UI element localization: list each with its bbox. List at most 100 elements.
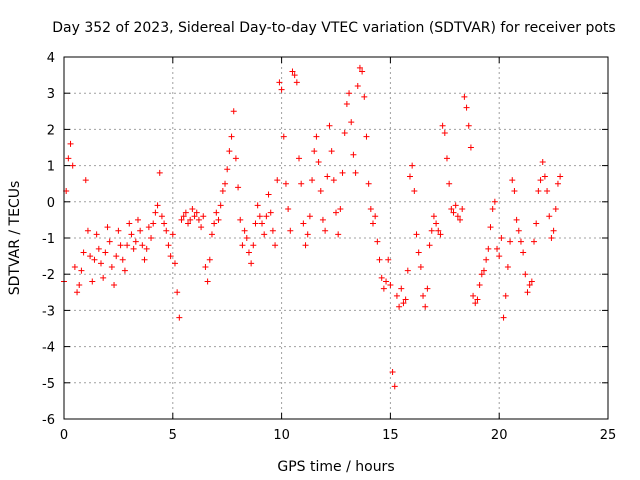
data-point [265, 191, 272, 198]
data-point [480, 267, 487, 274]
y-tick-label: 1 [47, 160, 55, 175]
data-point [489, 206, 496, 213]
data-point [378, 274, 385, 281]
data-point [180, 213, 187, 220]
data-point [185, 220, 192, 227]
data-point [219, 187, 226, 194]
data-point [452, 202, 459, 209]
data-point [141, 256, 148, 263]
data-point [163, 227, 170, 234]
data-point [206, 256, 213, 263]
data-point [315, 158, 322, 165]
data-point [404, 267, 411, 274]
y-tick-label: -4 [42, 341, 55, 356]
data-point [276, 79, 283, 86]
data-point [333, 209, 339, 216]
data-point [515, 227, 522, 234]
x-tick-label: 25 [600, 428, 617, 443]
data-point [287, 227, 294, 234]
data-point [224, 166, 231, 173]
data-point [504, 263, 511, 270]
data-point [161, 220, 168, 227]
data-point [97, 260, 104, 267]
data-point [433, 220, 440, 227]
data-point [298, 180, 305, 187]
data-point [417, 263, 424, 270]
data-point [169, 231, 176, 238]
data-point [95, 245, 102, 252]
data-point [557, 173, 564, 180]
data-point [396, 303, 403, 310]
data-point [319, 216, 326, 223]
data-point [241, 227, 248, 234]
y-tick-label: 2 [47, 123, 55, 138]
data-point [439, 122, 446, 129]
data-point [494, 245, 501, 252]
data-point [328, 148, 335, 155]
data-point [100, 274, 107, 281]
data-point [341, 130, 348, 137]
y-tick-label: -5 [42, 377, 55, 392]
data-point [278, 86, 285, 93]
data-point [121, 267, 128, 274]
data-point [259, 220, 266, 227]
data-point [533, 220, 540, 227]
data-point [235, 184, 242, 191]
data-point [352, 169, 359, 176]
y-tick-label: 4 [47, 51, 55, 66]
data-point [254, 202, 261, 209]
data-point [339, 169, 346, 176]
data-point [365, 180, 372, 187]
data-point [174, 289, 181, 296]
data-point [415, 249, 422, 256]
data-point [306, 213, 313, 220]
data-point [348, 119, 355, 126]
data-point [65, 155, 72, 162]
data-point [387, 282, 394, 289]
data-point [350, 151, 357, 158]
data-point [311, 148, 318, 155]
x-tick-label: 10 [273, 428, 290, 443]
data-point [106, 238, 113, 245]
data-point [250, 242, 257, 249]
data-point [76, 282, 83, 289]
data-point [502, 292, 509, 299]
data-point [552, 206, 559, 213]
data-point [428, 227, 435, 234]
data-point [485, 245, 492, 252]
data-point [398, 285, 405, 292]
data-point [215, 216, 222, 223]
data-point [406, 173, 413, 180]
data-point [531, 238, 538, 245]
data-point [517, 238, 524, 245]
data-point [454, 213, 461, 220]
y-tick-label: -6 [42, 413, 55, 428]
data-point [204, 278, 211, 285]
data-point [376, 256, 383, 263]
data-point [474, 296, 481, 303]
data-point [524, 289, 531, 296]
data-point [124, 242, 131, 249]
data-point [324, 173, 331, 180]
y-tick-label: 3 [47, 87, 55, 102]
data-point [537, 177, 544, 184]
y-axis-label: SDTVAR / TECUs [7, 181, 23, 296]
data-point [400, 300, 407, 307]
data-point [243, 235, 250, 241]
data-point [426, 242, 433, 249]
data-point [424, 285, 431, 292]
data-point [69, 162, 76, 169]
data-point [304, 231, 311, 238]
data-point [158, 213, 165, 220]
data-point [193, 209, 200, 216]
data-point [402, 296, 409, 303]
data-point [248, 260, 255, 267]
data-point [309, 177, 316, 184]
data-point [389, 368, 396, 375]
data-point [269, 227, 276, 234]
data-point [461, 93, 468, 100]
data-point [232, 155, 239, 162]
data-point [467, 144, 474, 151]
data-point [239, 242, 246, 249]
data-point [139, 242, 146, 249]
